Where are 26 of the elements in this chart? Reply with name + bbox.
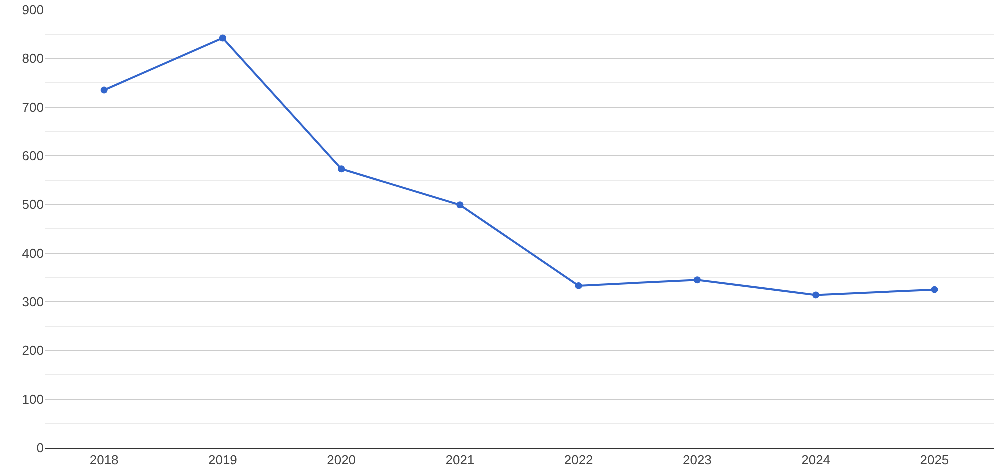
x-tick-label: 2024 [802,452,831,468]
point [100,86,108,94]
x-tick-label: 2023 [682,452,712,468]
x-tick-label: 2018 [90,452,119,468]
y-tick-label: 500 [22,197,44,212]
x-tick-label: 2022 [564,452,594,468]
y-tick-label: 200 [22,343,44,358]
y-tick-label: 800 [22,51,44,66]
point [338,166,346,173]
point [219,34,226,42]
x-tick-label: 2020 [327,452,356,468]
x-tick-label: 2019 [208,452,238,468]
x-tick-label: 2021 [446,452,475,468]
y-tick-label: 0 [36,440,44,456]
y-tick-label: 600 [22,148,44,164]
point [812,292,820,299]
y-tick-label: 900 [22,2,44,18]
point [931,286,938,294]
y-tick-label: 300 [22,294,44,310]
x-tick-label: 2025 [920,452,950,468]
y-tick-label: 100 [22,392,44,407]
y-tick-label: 700 [22,100,44,115]
y-tick-label: 400 [22,246,44,261]
point [575,282,582,290]
point [694,276,701,284]
point [456,202,464,209]
